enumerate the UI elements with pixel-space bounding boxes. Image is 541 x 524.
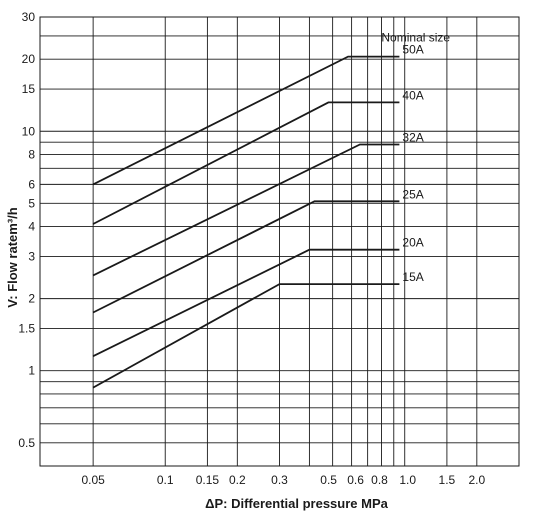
y-tick-label: 10 [22, 124, 36, 138]
y-tick-label: 5 [28, 196, 35, 210]
x-tick-label: 1.0 [399, 473, 416, 487]
y-tick-label: 1.5 [18, 322, 35, 336]
series-line-40a [92, 101, 400, 225]
x-tick-label: 0.2 [229, 473, 246, 487]
series-label-50a: 50A [402, 43, 423, 57]
series-label-32a: 32A [402, 131, 423, 145]
y-tick-label: 6 [28, 177, 35, 191]
y-tick-label: 3 [28, 249, 35, 263]
series-label-15a: 15A [402, 270, 423, 284]
x-tick-label: 0.1 [157, 473, 174, 487]
series-line-20a [92, 248, 400, 358]
x-tick-label: 0.3 [271, 473, 288, 487]
series-label-40a: 40A [402, 88, 423, 102]
x-tick-label: 1.5 [439, 473, 456, 487]
legend-title: Nominal size [381, 31, 450, 45]
label-layer: 0.05 0.1 0.15 0.2 0.3 0.5 0.6 0.8 1.0 1.5 2.0 0.5 1 1… [18, 10, 485, 487]
series-line-15a [92, 283, 400, 389]
y-tick-label: 0.5 [18, 436, 35, 450]
y-tick-label: 1 [28, 364, 35, 378]
series-line-50a [92, 55, 400, 186]
series-label-20a: 20A [402, 236, 423, 250]
y-axis-title: V: Flow ratem³/h [5, 207, 20, 307]
y-tick-label: 4 [28, 220, 35, 234]
x-tick-label: 0.8 [371, 473, 388, 487]
series-line-32a [92, 143, 400, 277]
series-line-25a [92, 200, 400, 314]
series-layer [92, 55, 400, 389]
x-tick-label: 0.6 [347, 473, 364, 487]
x-axis-title: ΔP: Differential pressure MPa [205, 496, 389, 511]
y-tick-label: 15 [22, 82, 36, 96]
x-tick-label: 0.15 [196, 473, 220, 487]
x-tick-label: 0.5 [320, 473, 337, 487]
x-tick-label: 0.05 [81, 473, 105, 487]
grid-layer [39, 16, 520, 467]
series-label-25a: 25A [402, 187, 423, 201]
y-tick-label: 30 [22, 10, 36, 24]
y-tick-label: 8 [28, 147, 35, 161]
x-tick-label: 2.0 [468, 473, 485, 487]
y-tick-label: 20 [22, 52, 36, 66]
y-tick-label: 2 [28, 292, 35, 306]
